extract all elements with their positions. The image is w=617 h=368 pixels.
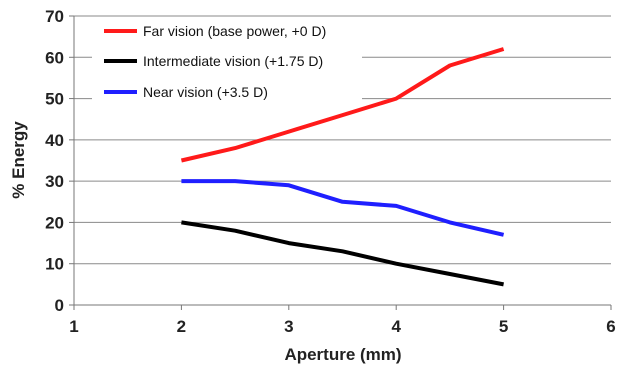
y-tick-label: 60 xyxy=(45,48,64,67)
x-tick-label: 1 xyxy=(69,317,78,336)
y-axis-title: % Energy xyxy=(9,121,28,199)
y-tick-label: 30 xyxy=(45,172,64,191)
legend-label: Intermediate vision (+1.75 D) xyxy=(143,53,323,69)
y-tick-label: 70 xyxy=(45,7,64,26)
y-tick-label: 20 xyxy=(45,213,64,232)
x-tick-label: 4 xyxy=(391,317,401,336)
x-tick-labels: 1 2 3 4 5 6 xyxy=(69,317,615,336)
legend-label: Near vision (+3.5 D) xyxy=(143,84,268,100)
series-line-0 xyxy=(180,47,505,163)
series-line-1 xyxy=(181,220,504,287)
x-tick-label: 2 xyxy=(177,317,186,336)
y-tick-label: 10 xyxy=(45,255,64,274)
x-axis-title: Aperture (mm) xyxy=(284,345,401,364)
series-lines xyxy=(180,47,505,287)
y-tick-label: 40 xyxy=(45,131,64,150)
x-tick-label: 6 xyxy=(606,317,615,336)
series-line-2 xyxy=(181,179,505,237)
y-tick-label: 50 xyxy=(45,90,64,109)
legend-label: Far vision (base power, +0 D) xyxy=(143,23,326,39)
y-tick-label: 0 xyxy=(55,296,64,315)
x-tick-label: 3 xyxy=(284,317,293,336)
legend: Far vision (base power, +0 D) Intermediat… xyxy=(92,17,362,107)
y-tick-labels: 0 10 20 30 40 50 60 70 xyxy=(45,7,64,315)
axes xyxy=(69,15,612,310)
x-tick-label: 5 xyxy=(499,317,508,336)
